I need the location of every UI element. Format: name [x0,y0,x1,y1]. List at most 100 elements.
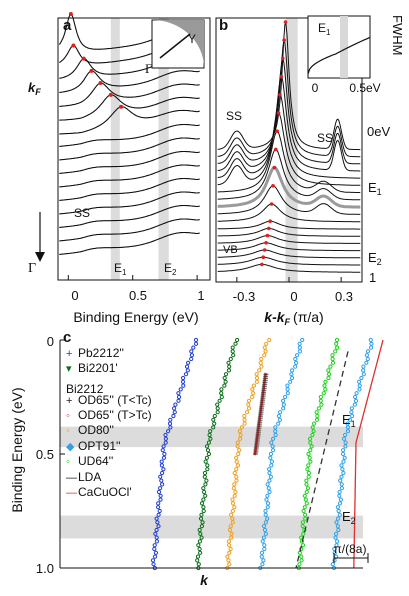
peak-marker-a-1 [71,43,76,48]
edc-curve-a-13 [59,204,200,228]
data-point-c-1-53 [197,539,202,544]
data-point-c-2-47 [230,516,235,521]
ss-left-label: SS [226,109,242,123]
x-axis-label-a: Binding Energy (eV) [73,309,198,325]
data-point-c-2-37 [234,478,239,483]
edc-curve-a-6 [59,106,200,135]
data-point-c-2-26 [238,436,243,441]
data-point-c-4-28 [309,444,314,449]
data-point-c-1-49 [199,524,204,529]
data-point-c-0-27 [163,440,168,445]
data-point-c-2-14 [251,391,256,396]
data-point-c-5-9 [361,372,366,377]
data-point-c-3-11 [288,379,293,384]
edc-curve-a-9 [59,150,200,174]
data-point-c-2-53 [226,539,231,544]
data-point-c-3-20 [276,413,282,419]
mdc-curve-b-12 [217,227,361,237]
x-tick-b-1: 0 [290,289,297,304]
data-point-c-0-51 [153,531,158,536]
data-point-c-5-46 [337,512,342,517]
peak-marker-b-10 [269,202,274,206]
data-point-c-4-26 [307,436,313,441]
data-point-c-0-26 [163,436,168,441]
data-point-c-1-7 [227,364,232,369]
data-point-c-5-17 [352,402,357,407]
inset-x-tick-1: 0.5eV [349,81,380,95]
data-point-c-3-8 [290,368,295,373]
data-point-c-2-31 [234,455,239,460]
legend-marker-8: — [66,487,77,499]
data-point-c-2-54 [227,543,232,548]
mdc-curve-b-7 [217,148,361,201]
data-point-c-1-5 [228,356,233,362]
data-point-c-5-0 [368,337,373,343]
panel-b [215,15,371,283]
data-point-c-4-16 [318,398,323,403]
x-tick-b-0: -0.3 [233,289,255,304]
data-point-c-1-30 [206,451,211,457]
data-point-c-3-58 [261,558,266,563]
data-point-c-4-49 [300,524,305,529]
data-point-c-5-3 [365,349,371,354]
peak-marker-b-2 [280,56,285,61]
legend-label-7: LDA [78,470,101,484]
legend-marker-1: ▾ [66,363,72,375]
data-point-c-1-0 [235,337,240,343]
legend-heading: Bi2212 [66,382,104,396]
data-point-c-4-4 [330,353,335,358]
data-point-c-5-14 [354,391,359,396]
data-point-c-0-37 [159,478,164,483]
peak-marker-b-17 [260,262,264,267]
data-point-c-1-36 [202,474,207,479]
data-point-c-5-26 [341,436,347,441]
x-axis-label-c: k [200,572,209,588]
data-point-c-4-57 [299,554,304,559]
mdc-curve-b-13 [217,235,361,244]
legend-marker-6: ◦ [66,456,70,468]
data-point-c-5-20 [350,413,355,419]
data-point-c-1-31 [204,455,209,460]
data-point-c-3-17 [281,402,286,407]
peak-marker-b-15 [262,248,267,252]
data-point-c-3-4 [295,353,300,358]
data-point-c-1-39 [201,486,206,491]
data-point-c-4-8 [326,368,331,373]
data-point-c-4-37 [304,478,309,483]
data-point-c-3-25 [273,432,278,438]
data-point-c-2-3 [263,349,268,354]
data-point-c-2-59 [227,562,232,567]
data-point-c-4-30 [306,451,311,457]
mdc-curve-b-2 [217,56,361,165]
data-point-c-3-12 [285,383,290,388]
data-point-c-1-38 [203,482,208,487]
data-point-c-0-32 [159,459,164,464]
data-point-c-2-29 [237,448,242,453]
data-point-c-0-15 [176,394,182,400]
mdc-curve-b-0 [217,21,361,151]
data-point-c-5-27 [343,440,348,445]
data-point-c-3-28 [270,444,275,449]
data-point-c-0-5 [189,356,194,362]
inset-fwhm-label: FWHM [390,15,405,55]
data-point-c-0-31 [161,455,167,460]
data-point-c-2-36 [234,474,239,479]
data-point-c-1-20 [212,413,217,419]
data-point-c-1-29 [205,448,211,453]
data-point-c-3-6 [294,360,299,365]
data-point-c-1-40 [202,489,207,495]
data-point-c-0-42 [158,497,163,502]
data-point-c-3-24 [273,429,278,434]
data-point-c-5-31 [342,455,347,460]
data-point-c-2-23 [239,425,244,430]
data-point-c-1-42 [201,497,206,502]
data-point-c-2-34 [234,467,239,472]
legend-marker-3: ◦ [66,410,70,422]
legend-label-1: Bi2201' [78,361,118,375]
data-point-c-4-9 [327,372,332,377]
data-point-c-2-20 [242,413,247,419]
data-point-c-1-3 [230,349,235,354]
data-point-c-0-34 [161,467,166,472]
data-point-c-2-5 [259,356,264,362]
